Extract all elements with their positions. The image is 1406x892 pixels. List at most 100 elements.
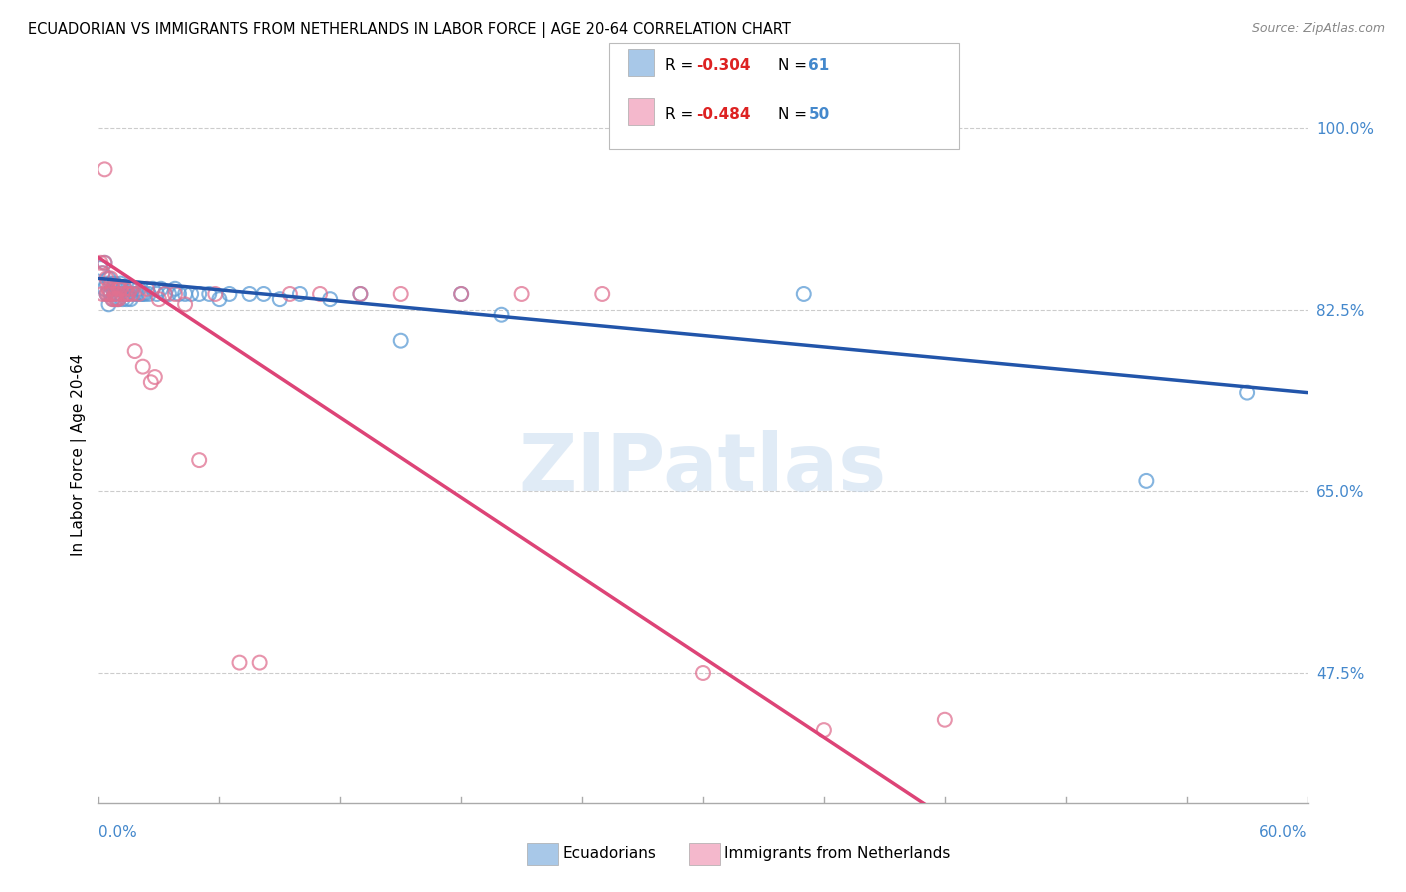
Point [793,287,815,301]
Point [153,287,176,301]
Point [288,287,311,301]
Point [103,292,125,306]
Point [96,271,118,285]
Point [105,292,128,306]
Point [97,297,120,311]
Text: N =: N = [778,58,811,73]
Point [115,287,138,301]
Text: R =: R = [665,107,699,122]
Point [208,292,231,306]
Point [89,256,111,270]
Point [132,287,155,301]
Point [143,370,166,384]
Point [319,292,342,306]
Point [93,162,115,177]
Point [167,287,190,301]
Point [120,282,142,296]
Text: 61: 61 [808,58,830,73]
Point [134,287,156,301]
Point [100,271,122,285]
Text: N =: N = [778,107,811,122]
Text: 60.0%: 60.0% [1260,825,1308,840]
Point [389,334,412,348]
Point [188,453,211,467]
Point [100,287,122,301]
Point [692,665,714,680]
Text: Source: ZipAtlas.com: Source: ZipAtlas.com [1251,22,1385,36]
Point [89,260,111,275]
Point [198,287,221,301]
Point [118,287,141,301]
Point [163,282,186,296]
Point [1135,474,1157,488]
Point [120,292,142,306]
Point [103,287,125,301]
Point [450,287,472,301]
Text: ZIPatlas: ZIPatlas [519,430,887,508]
Point [121,282,143,296]
Point [97,271,120,285]
Point [124,344,146,359]
Point [101,282,124,296]
Point [93,256,115,270]
Point [491,308,513,322]
Point [139,376,162,390]
Point [146,287,169,301]
Point [129,287,152,301]
Point [174,297,197,311]
Point [103,277,125,291]
Point [309,287,332,301]
Point [142,282,165,296]
Point [253,287,276,301]
Point [148,292,170,306]
Point [97,287,120,301]
Text: R =: R = [665,58,699,73]
Point [105,282,128,296]
Point [107,292,129,306]
Point [101,282,124,296]
Point [111,287,134,301]
Point [934,713,956,727]
Text: Immigrants from Netherlands: Immigrants from Netherlands [724,847,950,861]
Point [93,282,115,296]
Point [450,287,472,301]
Point [96,287,118,301]
Point [125,287,148,301]
Point [96,277,118,291]
Point [813,723,835,738]
Point [239,287,262,301]
Point [1236,385,1258,400]
Point [174,287,197,301]
Point [107,282,129,296]
Point [269,292,291,306]
Point [100,287,122,301]
Text: 50: 50 [808,107,830,122]
Point [138,287,160,301]
Point [97,282,120,296]
Point [188,287,211,301]
Point [124,287,146,301]
Point [111,292,134,306]
Point [157,287,180,301]
Text: ECUADORIAN VS IMMIGRANTS FROM NETHERLANDS IN LABOR FORCE | AGE 20-64 CORRELATION: ECUADORIAN VS IMMIGRANTS FROM NETHERLAND… [28,22,792,38]
Point [149,282,172,296]
Point [249,656,271,670]
Point [120,282,142,296]
Point [114,282,136,296]
Point [93,256,115,270]
Text: -0.484: -0.484 [696,107,751,122]
Point [180,287,202,301]
Point [135,282,157,296]
Point [110,277,132,291]
Point [110,287,132,301]
Point [591,287,613,301]
Point [105,287,128,301]
Point [218,287,240,301]
Point [132,359,155,374]
Point [128,287,150,301]
Text: 0.0%: 0.0% [98,825,138,840]
Point [278,287,301,301]
Text: -0.304: -0.304 [696,58,751,73]
Point [100,277,122,291]
Point [163,287,186,301]
